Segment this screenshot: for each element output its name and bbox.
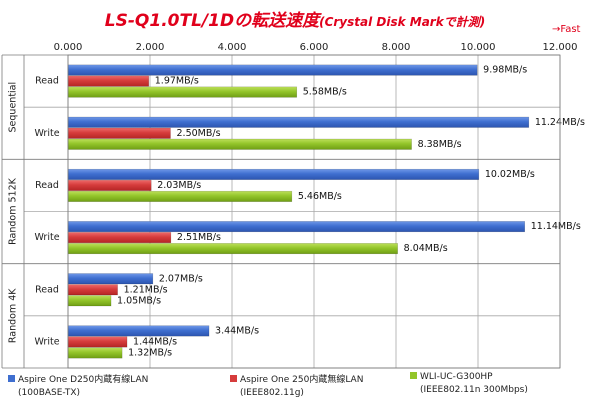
data-label: 8.04MB/s	[404, 243, 448, 254]
x-tick-label: 8.000	[382, 42, 411, 53]
legend-note: (100BASE-TX)	[18, 388, 81, 398]
bar-green	[67, 347, 123, 359]
bar-red	[67, 336, 128, 348]
legend-note: (IEEE802.11g)	[240, 388, 304, 398]
row-label: Write	[34, 232, 59, 243]
group-label: Sequential	[8, 82, 19, 133]
bar-green	[67, 243, 398, 255]
plot-frame	[67, 54, 561, 369]
data-label: 5.46MB/s	[298, 191, 342, 202]
data-label: 3.44MB/s	[215, 325, 259, 336]
legend-label: Aspire One 250内蔵無線LAN	[240, 375, 364, 385]
legend-swatch-blue	[8, 375, 15, 382]
bar-blue	[67, 221, 525, 233]
data-label: 1.97MB/s	[155, 76, 199, 87]
chart-subtitle: (Crystal Disk Markで計測)	[319, 15, 486, 29]
x-tick-label: 4.000	[218, 42, 247, 53]
bar-green	[67, 295, 112, 307]
x-tick-label: 6.000	[300, 42, 329, 53]
x-tick-label: 2.000	[136, 42, 165, 53]
data-label: 9.98MB/s	[483, 65, 527, 76]
x-tick-label: 0.000	[54, 42, 83, 53]
data-label: 8.38MB/s	[418, 139, 462, 150]
legend-swatch-green	[410, 372, 417, 379]
bar-blue	[67, 325, 210, 337]
group-label: Random 512K	[8, 177, 19, 244]
bar-red	[67, 127, 171, 139]
data-label: 1.21MB/s	[124, 284, 168, 295]
x-tick-label: 12.000	[543, 42, 578, 53]
data-label: 11.14MB/s	[531, 221, 581, 232]
bar-blue	[67, 64, 478, 76]
data-label: 2.07MB/s	[159, 273, 203, 284]
x-tick-label: 10.000	[461, 42, 496, 53]
bar-red	[67, 232, 172, 244]
data-label: 2.51MB/s	[177, 232, 221, 243]
data-label: 5.58MB/s	[303, 87, 347, 98]
legend-item-wired-lan: Aspire One D250内蔵有線LAN (100BASE-TX)	[8, 372, 148, 398]
row-label: Read	[35, 284, 59, 295]
row-label: Write	[34, 128, 59, 139]
fast-direction-label: →Fast	[552, 24, 581, 35]
row-label: Read	[35, 76, 59, 87]
bar-blue	[67, 273, 154, 285]
legend-item-wli-uc: WLI-UC-G300HP (IEEE802.11n 300Mbps)	[410, 372, 528, 395]
bar-red	[67, 284, 118, 296]
data-label: 2.03MB/s	[157, 180, 201, 191]
data-label: 10.02MB/s	[485, 169, 535, 180]
bar-red	[67, 179, 152, 191]
bar-green	[67, 190, 293, 202]
legend-label: WLI-UC-G300HP	[420, 372, 493, 382]
chart-title: LS-Q1.0TL/1Dの転送速度(Crystal Disk Markで計測)	[0, 6, 590, 31]
data-label: 1.44MB/s	[133, 336, 177, 347]
legend-label: Aspire One D250内蔵有線LAN	[18, 375, 149, 385]
legend-item-wireless-lan: Aspire One 250内蔵無線LAN (IEEE802.11g)	[230, 372, 363, 398]
group-label: Random 4K	[8, 288, 19, 343]
legend: Aspire One D250内蔵有線LAN (100BASE-TX) Aspi…	[8, 372, 588, 408]
row-label: Write	[34, 336, 59, 347]
row-label: Read	[35, 180, 59, 191]
bar-green	[67, 86, 298, 98]
bar-blue	[67, 168, 480, 180]
bar-red	[67, 75, 150, 87]
chart-title-main: LS-Q1.0TL/1Dの転送速度	[104, 11, 320, 31]
bar-green	[67, 138, 412, 150]
bar-blue	[67, 116, 530, 128]
legend-swatch-red	[230, 375, 237, 382]
data-label: 2.50MB/s	[177, 128, 221, 139]
data-label: 1.05MB/s	[117, 295, 161, 306]
data-label: 1.32MB/s	[128, 347, 172, 358]
legend-note: (IEEE802.11n 300Mbps)	[420, 385, 528, 395]
